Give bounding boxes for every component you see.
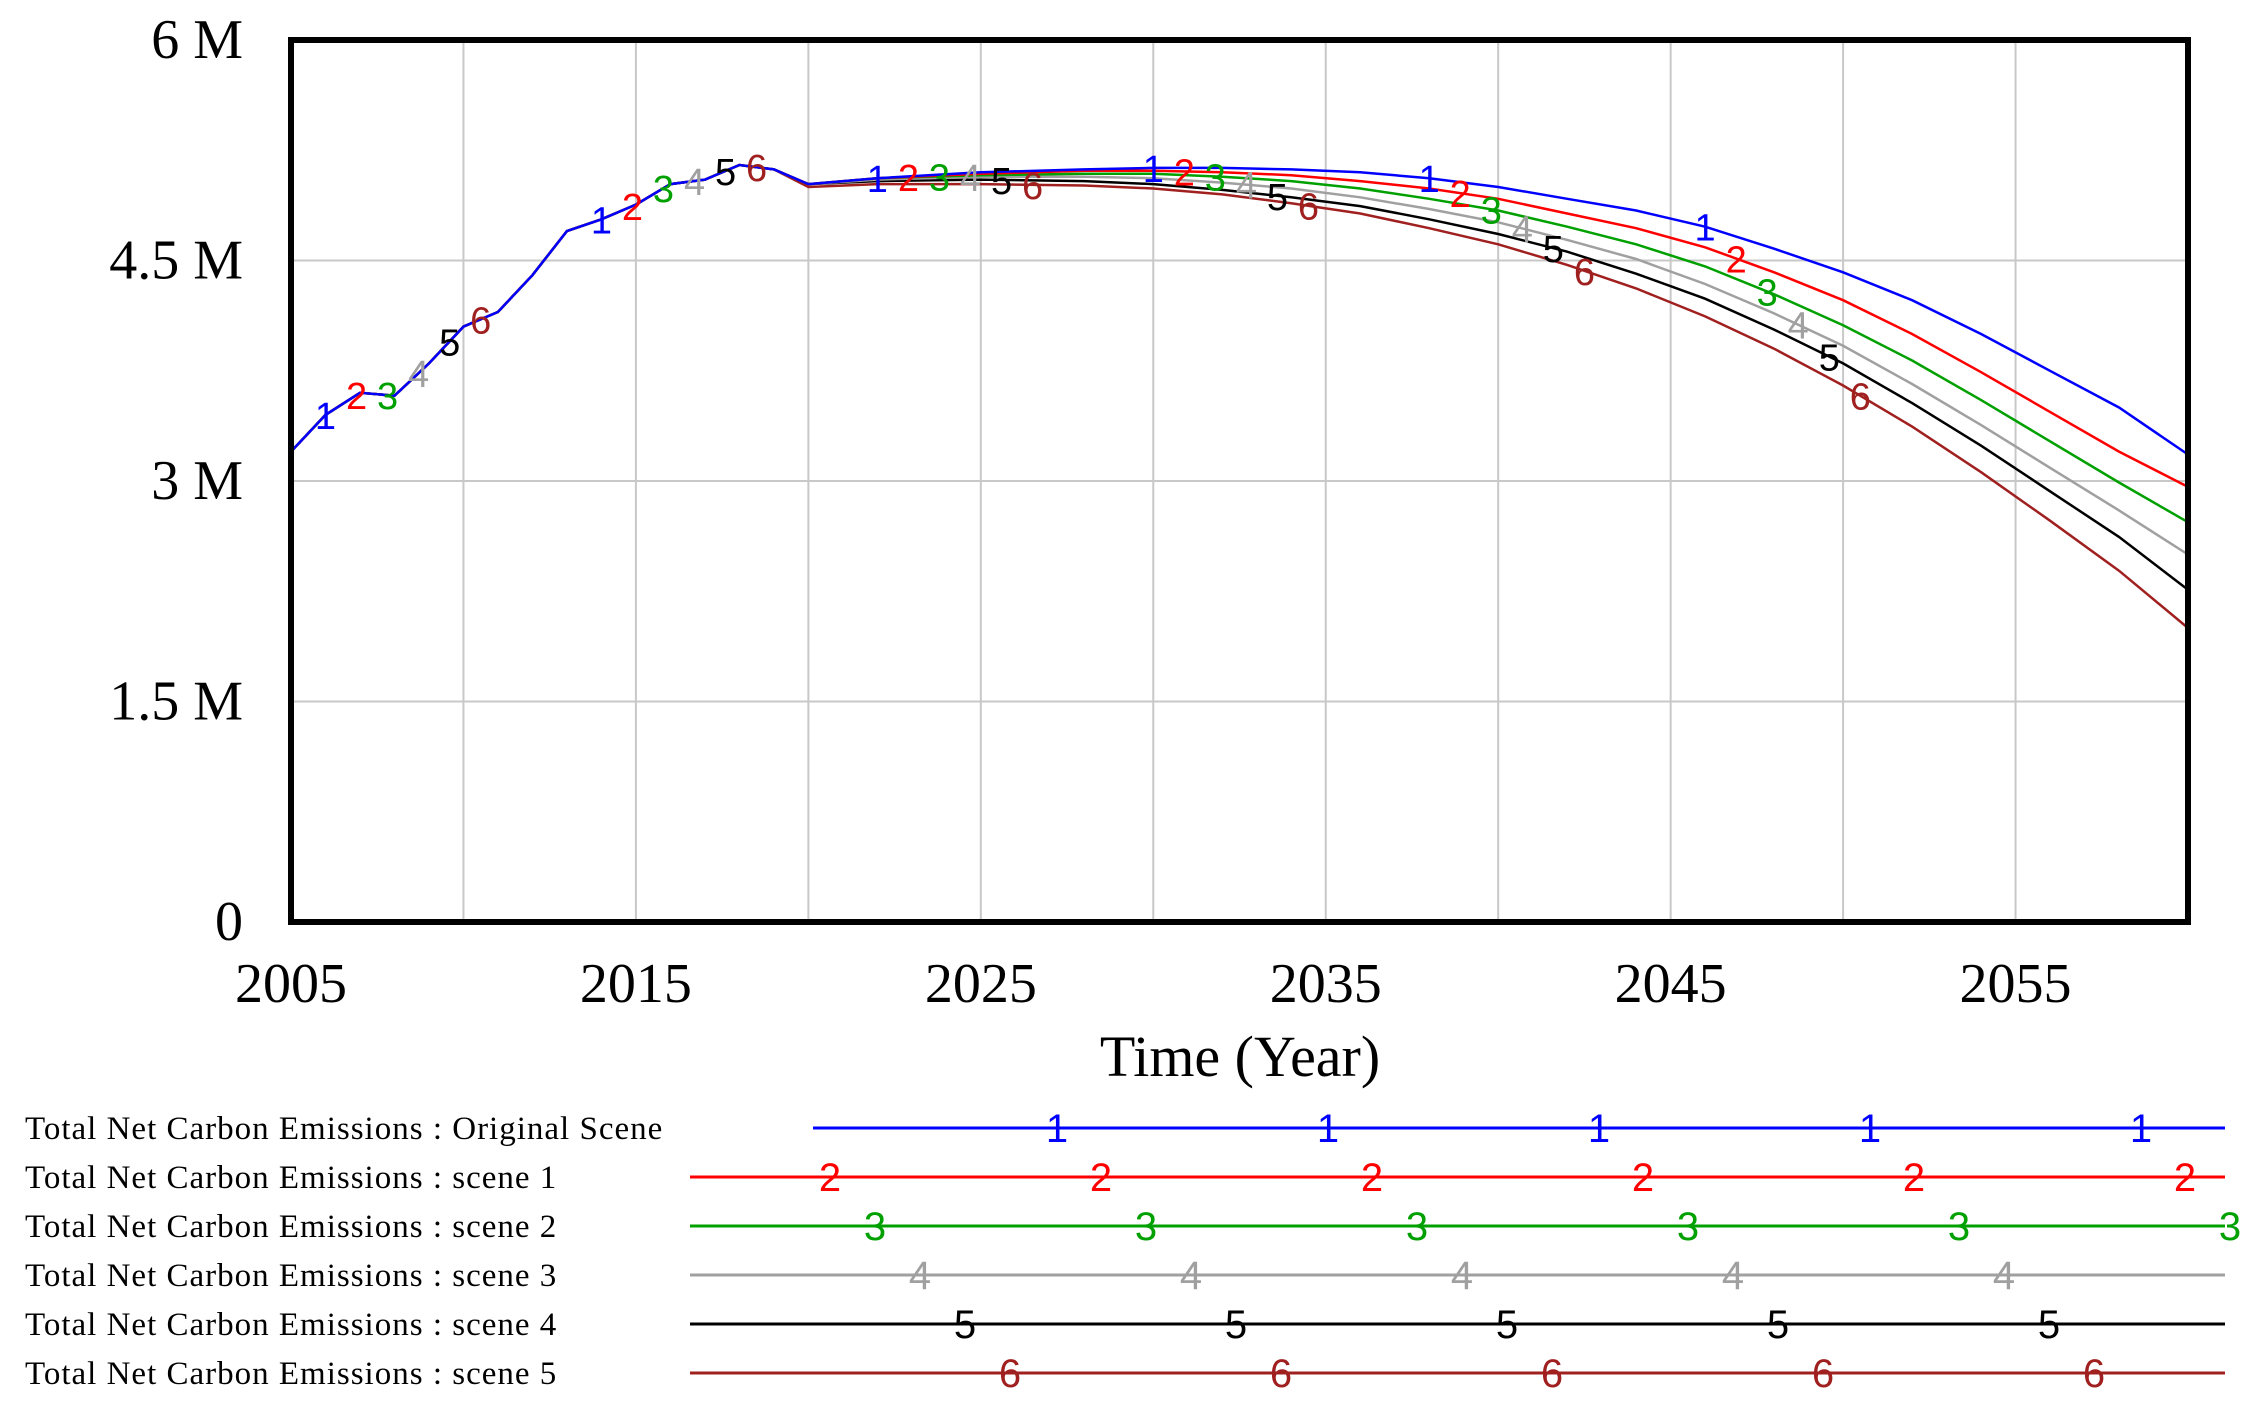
legend-label: Total Net Carbon Emissions : scene 1 bbox=[25, 1160, 557, 1196]
series-line-6 bbox=[290, 163, 2189, 629]
series-marker: 6 bbox=[746, 148, 767, 190]
series-marker: 6 bbox=[1574, 252, 1595, 294]
legend-marker: 4 bbox=[1451, 1254, 1473, 1298]
x-axis-ticks: 2005 2015 2025 2035 2045 2055 bbox=[235, 953, 2072, 1015]
series-marker: 2 bbox=[346, 376, 367, 418]
series-marker: 1 bbox=[1419, 159, 1440, 201]
legend-marker: 5 bbox=[1225, 1303, 1247, 1347]
series-marker: 2 bbox=[1726, 240, 1747, 282]
series-marker: 3 bbox=[1757, 273, 1778, 315]
legend-marker: 1 bbox=[1588, 1107, 1610, 1151]
legend-marker: 3 bbox=[1135, 1205, 1157, 1249]
legend-marker: 3 bbox=[864, 1205, 886, 1249]
series-marker: 1 bbox=[591, 200, 612, 242]
series-marker: 4 bbox=[960, 158, 981, 200]
legend-marker: 4 bbox=[909, 1254, 931, 1298]
legend-marker: 2 bbox=[1361, 1156, 1383, 1200]
series-marker: 3 bbox=[1481, 190, 1502, 232]
legend-label: Total Net Carbon Emissions : scene 5 bbox=[25, 1356, 557, 1392]
series-marker: 5 bbox=[1267, 177, 1288, 219]
x-tick-label: 2015 bbox=[580, 953, 692, 1015]
series-marker: 5 bbox=[439, 322, 460, 364]
y-tick-label: 0 bbox=[215, 891, 243, 953]
legend-marker: 1 bbox=[1317, 1107, 1339, 1151]
legend-marker: 6 bbox=[1812, 1352, 1834, 1396]
legend-marker: 4 bbox=[1180, 1254, 1202, 1298]
series-line-3 bbox=[290, 163, 2189, 524]
series-marker: 2 bbox=[1174, 152, 1195, 194]
series-marker: 3 bbox=[929, 157, 950, 199]
legend-marker: 6 bbox=[1541, 1352, 1563, 1396]
series-lines bbox=[290, 163, 2189, 629]
series-marker: 4 bbox=[408, 354, 429, 396]
series-marker: 6 bbox=[1022, 166, 1043, 208]
series-marker: 4 bbox=[684, 162, 705, 204]
series-line-1 bbox=[290, 163, 2189, 456]
series-marker: 2 bbox=[622, 187, 643, 229]
legend-marker: 5 bbox=[954, 1303, 976, 1347]
legend-marker: 4 bbox=[1993, 1254, 2015, 1298]
y-tick-label: 1.5 M bbox=[109, 671, 243, 733]
x-axis-title: Time (Year) bbox=[1100, 1024, 1380, 1089]
legend: Total Net Carbon Emissions : Original Sc… bbox=[25, 1107, 2241, 1396]
x-tick-label: 2035 bbox=[1270, 953, 1382, 1015]
legend-marker: 4 bbox=[1722, 1254, 1744, 1298]
legend-marker: 3 bbox=[1406, 1205, 1428, 1249]
legend-marker: 1 bbox=[2130, 1107, 2152, 1151]
plot-frame bbox=[288, 37, 2191, 925]
x-tick-label: 2055 bbox=[1960, 953, 2072, 1015]
series-marker: 6 bbox=[470, 300, 491, 342]
legend-label: Total Net Carbon Emissions : scene 4 bbox=[25, 1307, 557, 1343]
legend-marker: 3 bbox=[1948, 1205, 1970, 1249]
legend-marker: 5 bbox=[1767, 1303, 1789, 1347]
legend-marker: 2 bbox=[1632, 1156, 1654, 1200]
legend-marker: 5 bbox=[2038, 1303, 2060, 1347]
series-marker: 4 bbox=[1788, 306, 1809, 348]
series-marker: 1 bbox=[867, 159, 888, 201]
legend-label: Total Net Carbon Emissions : scene 3 bbox=[25, 1258, 557, 1294]
series-marker: 5 bbox=[991, 161, 1012, 203]
series-marker: 6 bbox=[1850, 377, 1871, 419]
x-tick-label: 2025 bbox=[925, 953, 1037, 1015]
series-marker: 5 bbox=[1819, 338, 1840, 380]
legend-marker: 6 bbox=[1270, 1352, 1292, 1396]
series-marker: 3 bbox=[377, 376, 398, 418]
x-tick-label: 2045 bbox=[1615, 953, 1727, 1015]
series-line-2 bbox=[290, 163, 2189, 489]
legend-marker: 3 bbox=[2219, 1205, 2241, 1249]
y-tick-label: 6 M bbox=[151, 9, 243, 71]
legend-marker: 2 bbox=[2174, 1156, 2196, 1200]
legend-marker: 3 bbox=[1677, 1205, 1699, 1249]
series-marker: 2 bbox=[898, 158, 919, 200]
y-tick-label: 3 M bbox=[151, 450, 243, 512]
legend-marker: 2 bbox=[1903, 1156, 1925, 1200]
y-tick-label: 4.5 M bbox=[109, 230, 243, 292]
legend-marker: 6 bbox=[999, 1352, 1021, 1396]
x-tick-label: 2005 bbox=[235, 953, 347, 1015]
series-marker: 4 bbox=[1512, 209, 1533, 251]
series-marker: 6 bbox=[1298, 187, 1319, 229]
series-marker: 1 bbox=[1695, 208, 1716, 250]
legend-label: Total Net Carbon Emissions : Original Sc… bbox=[25, 1111, 663, 1147]
series-line-4 bbox=[290, 163, 2189, 556]
legend-marker: 5 bbox=[1496, 1303, 1518, 1347]
legend-marker: 2 bbox=[819, 1156, 841, 1200]
series-marker: 5 bbox=[1543, 229, 1564, 271]
series-marker: 3 bbox=[1205, 157, 1226, 199]
legend-marker: 1 bbox=[1046, 1107, 1068, 1151]
legend-marker: 2 bbox=[1090, 1156, 1112, 1200]
legend-marker: 6 bbox=[2083, 1352, 2105, 1396]
series-marker: 1 bbox=[1143, 149, 1164, 191]
series-marker: 4 bbox=[1236, 166, 1257, 208]
series-marker: 1 bbox=[315, 396, 336, 438]
legend-marker: 1 bbox=[1859, 1107, 1881, 1151]
y-axis-ticks: 0 1.5 M 3 M 4.5 M 6 M bbox=[109, 9, 243, 953]
legend-label: Total Net Carbon Emissions : scene 2 bbox=[25, 1209, 557, 1245]
series-marker: 2 bbox=[1450, 174, 1471, 216]
series-marker: 5 bbox=[715, 152, 736, 194]
series-marker: 3 bbox=[653, 169, 674, 211]
